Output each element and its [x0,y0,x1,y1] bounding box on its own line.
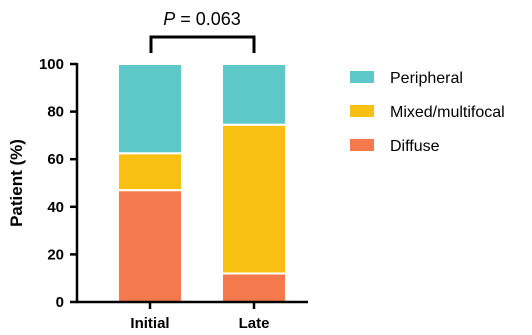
y-tick-label: 0 [56,294,64,311]
y-axis-title: Patient (%) [7,139,26,227]
y-tick-label: 20 [47,246,64,263]
significance-bracket: P = 0.063 [149,9,256,53]
y-ticks-group: 0 20 40 60 80 100 [39,56,77,311]
y-tick-label: 80 [47,104,64,121]
bar-segment-initial-mixed-multifocal [117,152,183,192]
axes-group [75,63,308,304]
bar-segment-late-peripheral [221,63,287,126]
bracket-line [149,35,256,53]
x-tick-label: Late [239,315,270,332]
legend-swatch-diffuse [350,139,374,151]
x-ticks-group: Initial Late [130,302,269,332]
y-tick-label: 40 [47,199,64,216]
x-tick-label: Initial [130,315,169,332]
legend-label-diffuse: Diffuse [390,138,440,155]
bars-group [117,63,287,304]
bar-segment-initial-diffuse [117,189,183,303]
bar-segment-late-mixed-multifocal [221,123,287,275]
legend-swatch-mixed-multifocal [350,105,374,117]
y-tick-label: 60 [47,151,64,168]
legend-label-mixed-multifocal: Mixed/multifocal [390,104,505,121]
legend: Peripheral Mixed/multifocal Diffuse [350,70,505,155]
p-value-label: P = 0.063 [163,9,241,29]
bar-segment-initial-peripheral [117,63,183,155]
legend-swatch-peripheral [350,71,374,83]
bar-segment-late-diffuse [221,272,287,304]
y-tick-label: 100 [39,56,64,73]
legend-label-peripheral: Peripheral [390,70,463,87]
